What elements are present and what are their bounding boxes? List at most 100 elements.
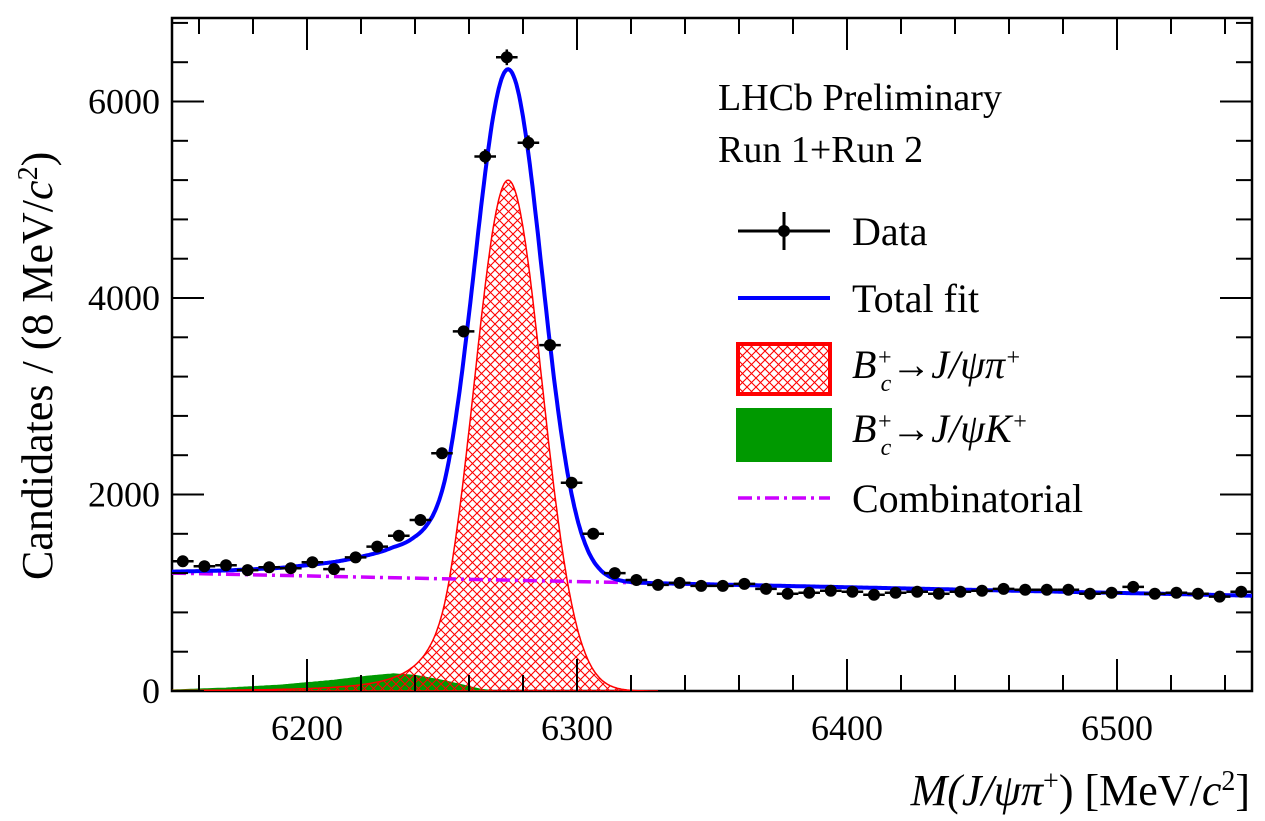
signal-component-area	[172, 179, 658, 691]
data-point-marker	[630, 573, 643, 586]
data-point	[258, 561, 280, 574]
data-point-marker	[436, 447, 448, 460]
ylabel-c: c	[13, 180, 62, 200]
xlabel-pi: π	[1021, 766, 1045, 815]
data-point-marker	[652, 578, 664, 591]
data-point-marker	[889, 586, 902, 599]
data-point	[928, 587, 950, 600]
xlabel-close: ]	[1235, 766, 1250, 815]
data-point-marker	[1062, 583, 1075, 596]
data-point	[582, 527, 604, 540]
data-point-marker	[176, 555, 189, 568]
data-point	[755, 582, 777, 595]
data-point-marker	[673, 576, 686, 589]
data-point-marker	[1192, 587, 1204, 600]
data-point	[841, 585, 864, 598]
xlabel-sup: +	[1043, 766, 1059, 797]
data-point-marker	[328, 563, 340, 576]
data-point	[388, 529, 410, 542]
xlabel-sq: 2	[1221, 766, 1235, 797]
data-point	[366, 540, 388, 553]
x-tick-label: 6500	[1081, 708, 1153, 748]
data-point-marker	[587, 527, 600, 540]
ylabel-close: )	[13, 152, 62, 167]
data-point-marker	[306, 556, 319, 569]
data-point-marker	[479, 150, 492, 163]
y-tick-label: 0	[142, 671, 160, 711]
data-point	[733, 577, 756, 590]
data-point	[496, 49, 518, 66]
legend-kaon-swatch	[736, 408, 832, 462]
data-point-marker	[716, 579, 729, 592]
data-point-marker	[241, 564, 254, 577]
data-point	[1144, 587, 1166, 600]
data-point	[452, 325, 475, 338]
data-point	[560, 476, 583, 489]
data-point-marker	[544, 339, 556, 352]
data-point	[517, 135, 540, 151]
data-point-marker	[1040, 583, 1053, 596]
data-point-marker	[198, 560, 211, 573]
data-point	[884, 586, 907, 599]
data-point	[1187, 587, 1209, 600]
data-point-marker	[824, 584, 837, 597]
data-point	[820, 584, 842, 597]
data-point	[215, 559, 237, 572]
data-point	[971, 584, 993, 597]
data-point-marker	[997, 582, 1010, 595]
data-point	[539, 339, 561, 352]
data-point	[949, 585, 972, 598]
legend-label-total: Total fit	[852, 276, 979, 321]
data-point	[344, 551, 367, 564]
data-point-marker	[1105, 586, 1118, 599]
plot-frame	[170, 16, 1254, 693]
legend: Data Total fit B+ c→J/ψπ+ B+ c→J/ψK+ Combi…	[736, 209, 1083, 521]
data-point	[712, 579, 734, 592]
data-point	[863, 588, 885, 601]
data-point-marker	[220, 559, 232, 572]
y-tick-label: 6000	[88, 82, 160, 122]
data-point	[1100, 586, 1123, 599]
data-point	[409, 514, 432, 527]
data-point	[474, 149, 496, 164]
data-point-marker	[954, 585, 967, 598]
y-axis-label: Candidates / (8 MeV/c2)	[13, 152, 63, 580]
data-point	[906, 585, 928, 598]
data-point-marker	[1084, 587, 1096, 600]
data-point	[280, 562, 302, 575]
legend-data-marker-dot	[778, 225, 790, 237]
legend-label-signal: B+ c→J/ψπ+	[852, 342, 1021, 397]
data-point-marker	[284, 562, 297, 575]
data-point	[1057, 583, 1080, 596]
x-tick-label: 6200	[271, 708, 343, 748]
data-point	[690, 579, 712, 592]
data-point-marker	[1127, 580, 1140, 593]
legend-label-data: Data	[852, 209, 928, 254]
data-point	[1036, 583, 1058, 596]
data-point-marker	[565, 476, 578, 489]
data-point	[992, 582, 1015, 595]
data-point-marker	[392, 529, 405, 542]
data-point-marker	[1235, 585, 1248, 598]
legend-item-kaon: B+ c→J/ψK+	[736, 406, 1028, 462]
legend-item-signal: B+ c→J/ψπ+	[736, 342, 1021, 397]
data-point	[1230, 585, 1252, 598]
data-point-marker	[500, 51, 513, 64]
y-tick-label: 2000	[88, 475, 160, 515]
legend-label-comb: Combinatorial	[852, 476, 1083, 521]
xlabel-pre: M(J/	[910, 766, 998, 815]
data-point	[625, 573, 648, 586]
ylabel-main: Candidates / (8 MeV/	[13, 199, 62, 580]
y-tick-label: 4000	[88, 278, 160, 318]
data-point-marker	[1213, 590, 1226, 603]
data-point	[301, 556, 324, 569]
data-point	[172, 555, 194, 568]
data-point-marker	[781, 587, 794, 600]
data-point	[604, 567, 626, 580]
data-point-marker	[760, 582, 772, 595]
x-tick-label: 6300	[541, 708, 613, 748]
data-point-marker	[1170, 586, 1183, 599]
xlabel-psi: ψ	[994, 766, 1022, 815]
legend-item-comb: Combinatorial	[738, 476, 1083, 521]
